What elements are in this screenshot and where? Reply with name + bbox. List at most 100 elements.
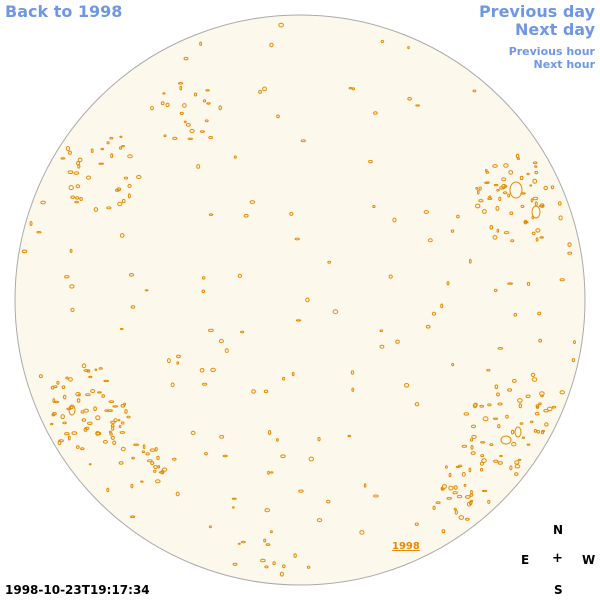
contour-speck	[155, 479, 161, 484]
contour-speck	[119, 233, 125, 238]
back-to-year-link[interactable]: Back to 1998	[5, 2, 123, 21]
contour-speck	[446, 497, 453, 500]
contour-speck	[503, 184, 508, 188]
contour-speck	[526, 281, 531, 286]
contour-speck	[106, 487, 110, 493]
contour-speck	[175, 491, 180, 497]
next-hour-link[interactable]: Next hour	[533, 58, 596, 71]
contour-speck	[94, 368, 98, 371]
contour-speck	[496, 188, 500, 192]
contour-speck	[262, 86, 267, 92]
contour-speck	[258, 89, 263, 94]
contour-speck	[520, 204, 525, 208]
contour-speck	[147, 459, 153, 463]
contour-speck	[95, 431, 102, 436]
contour-speck	[535, 405, 540, 409]
contour-speck	[486, 368, 491, 372]
contour-speck	[107, 409, 113, 412]
contour-speck	[535, 228, 541, 233]
contour-speck	[415, 104, 421, 107]
contour-speck	[461, 472, 466, 477]
contour-speck	[479, 461, 484, 466]
contour-speck	[187, 137, 194, 141]
contour-speck	[249, 200, 256, 204]
contour-speck	[493, 183, 499, 187]
contour-speck	[144, 289, 149, 292]
contour-speck	[69, 405, 74, 409]
active-region-contour	[68, 404, 76, 416]
contour-speck	[162, 92, 166, 95]
previous-day-link[interactable]: Previous day	[478, 2, 595, 21]
contour-speck	[110, 435, 115, 440]
contour-speck	[65, 146, 71, 151]
contour-speck	[432, 505, 436, 510]
contour-speck	[450, 229, 455, 233]
contour-speck	[544, 422, 549, 427]
contour-speck	[350, 370, 355, 375]
contour-speck	[233, 155, 237, 159]
contour-speck	[206, 102, 211, 105]
contour-speck	[77, 157, 83, 163]
contour-speck	[558, 201, 562, 206]
contour-speck	[60, 414, 65, 420]
contour-speck	[127, 184, 132, 188]
contour-speck	[130, 483, 134, 489]
contour-speck	[573, 340, 576, 345]
contour-speck	[464, 495, 471, 499]
contour-speck	[478, 199, 484, 203]
contour-speck	[83, 369, 89, 372]
contour-speck	[160, 469, 165, 475]
previous-hour-link[interactable]: Previous hour	[508, 45, 595, 58]
next-day-link[interactable]: Next day	[515, 20, 595, 39]
contour-speck	[351, 87, 355, 91]
contour-speck	[170, 382, 175, 388]
contour-speck	[440, 303, 444, 309]
contour-speck	[453, 485, 458, 490]
contour-speck	[136, 175, 142, 179]
contour-speck	[477, 189, 480, 195]
year-marker-link[interactable]: 1998	[392, 541, 420, 552]
contour-speck	[68, 150, 72, 155]
contour-speck	[468, 500, 473, 506]
contour-speck	[289, 211, 294, 216]
contour-speck	[237, 273, 243, 278]
contour-speck	[457, 464, 463, 468]
contour-speck	[547, 406, 553, 412]
contour-speck	[489, 443, 494, 447]
contour-speck	[102, 440, 108, 444]
compass-north-label: N	[553, 523, 564, 537]
contour-speck	[57, 440, 62, 446]
contour-speck	[231, 497, 237, 500]
contour-speck	[67, 170, 74, 174]
contour-speck	[176, 361, 179, 365]
contour-speck	[501, 177, 507, 182]
contour-speck	[468, 258, 472, 264]
contour-speck	[481, 489, 488, 493]
contour-speck	[463, 412, 470, 416]
contour-speck	[535, 237, 539, 242]
contour-speck	[218, 105, 222, 111]
contour-speck	[456, 214, 460, 219]
contour-speck	[525, 394, 531, 399]
contour-speck	[178, 82, 184, 85]
contour-speck	[291, 371, 295, 377]
contour-speck	[451, 362, 455, 367]
contour-speck	[532, 178, 538, 184]
contour-speck	[373, 494, 379, 498]
compass-west-label: W	[582, 553, 596, 567]
contour-speck	[120, 404, 126, 408]
contour-speck	[351, 387, 355, 392]
contour-speck	[113, 418, 118, 423]
contour-speck	[193, 92, 198, 97]
contour-speck	[50, 385, 55, 390]
contour-speck	[514, 464, 521, 469]
magnetogram-contours	[21, 22, 576, 577]
contour-speck	[98, 367, 103, 370]
contour-speck	[68, 377, 73, 382]
contour-speck	[507, 388, 513, 392]
contour-speck	[65, 376, 69, 380]
contour-speck	[153, 469, 157, 473]
contour-speck	[538, 402, 542, 406]
contour-speck	[62, 394, 67, 400]
contour-speck	[497, 424, 501, 429]
